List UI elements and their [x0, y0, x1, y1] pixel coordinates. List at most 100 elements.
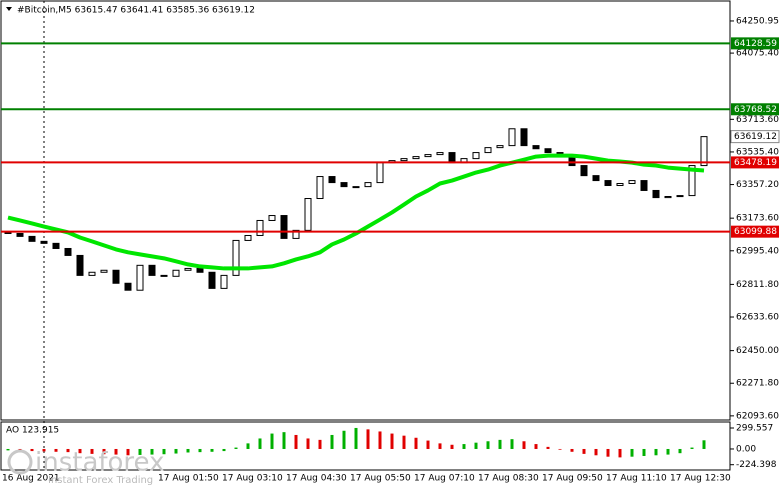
candle-body [28, 235, 36, 242]
candle-body [484, 147, 492, 154]
candle-body [220, 274, 228, 289]
candle-body [88, 271, 96, 276]
ao-bar [618, 448, 622, 458]
candle-body [256, 219, 264, 236]
candle-body [364, 182, 372, 188]
ao-bar [186, 448, 190, 453]
ao-bar [702, 440, 706, 449]
ao-bar [426, 440, 430, 449]
candle-body [472, 152, 480, 160]
candle-body [688, 165, 696, 197]
candle-body [148, 264, 156, 276]
y-tick-label: 62093.60 [736, 411, 779, 421]
ao-bar [354, 427, 358, 449]
y-tick-label: 63713.60 [736, 115, 779, 125]
candle-body [400, 158, 408, 162]
candle-body [592, 175, 600, 182]
x-tick-label: 16 Aug 2021 [2, 474, 60, 484]
ao-bar [270, 433, 274, 449]
ao-bar [318, 439, 322, 449]
ao-bar [30, 448, 34, 452]
candle-body [16, 232, 24, 237]
x-tick-label: 17 Aug 03:10 [222, 474, 283, 484]
watermark: instaforex Instant Forex Trading [7, 448, 164, 486]
y-tick-label: 62271.80 [736, 379, 779, 389]
ao-bar [282, 432, 286, 449]
ao-bar [294, 434, 298, 449]
candle-body [580, 165, 588, 177]
watermark-brand: instaforex [35, 448, 164, 478]
level-label-box [731, 103, 779, 116]
ao-bar [606, 448, 610, 457]
ao-bar [678, 448, 682, 454]
ao-bar [174, 448, 178, 454]
y-tick-label: 62995.40 [736, 246, 779, 256]
ao-label: AO 123.915 [6, 426, 59, 436]
ao-bar [570, 448, 574, 452]
candle-body [40, 240, 48, 244]
ao-bar [6, 448, 10, 451]
y-tick-label: 62450.00 [736, 346, 779, 356]
candle-body [340, 182, 348, 188]
ao-bar [378, 431, 382, 449]
ao-bar [138, 448, 142, 455]
y-tick-label: 0.00 [736, 444, 756, 454]
candle-body [628, 180, 636, 185]
candle-body [124, 282, 132, 291]
level-label: 64128.59 [734, 39, 777, 49]
chart-title: #Bitcoin,M5 63615.47 63641.41 63585.36 6… [17, 6, 255, 16]
ao-bar [342, 430, 346, 449]
candle-body [532, 145, 540, 150]
ao-bar [498, 439, 502, 449]
candle-body [196, 267, 204, 273]
ao-bar [366, 429, 370, 449]
ao-bar [402, 435, 406, 449]
y-tick-label: 62633.60 [736, 313, 779, 323]
candle-body [700, 136, 708, 167]
candle-body [304, 198, 312, 231]
candle-body [652, 189, 660, 199]
candle-body [184, 267, 192, 271]
candle-body [160, 274, 168, 277]
candle-body [568, 156, 576, 167]
ao-bar [654, 448, 658, 456]
candle-body [64, 247, 72, 256]
candle-body [508, 128, 516, 147]
watermark-logo [7, 449, 33, 475]
ao-bar [414, 437, 418, 449]
candle-body [544, 148, 552, 154]
ao-bar [594, 448, 598, 456]
ao-bar [258, 438, 262, 449]
y-tick-label: 63535.40 [736, 147, 779, 157]
ao-bar [66, 448, 70, 453]
ao-bar [54, 448, 58, 452]
candle-body [328, 176, 336, 184]
candle-body [316, 176, 324, 200]
candle-body [292, 229, 300, 239]
price-panel-frame [0, 0, 731, 421]
candle-body [604, 180, 612, 187]
x-tick-label: 17 Aug 04:30 [286, 474, 347, 484]
menu-triangle [6, 7, 12, 11]
ao-bar [474, 442, 478, 449]
ao-bar [666, 448, 670, 455]
ao-bar [522, 441, 526, 449]
candle-body [496, 145, 504, 149]
level-label: 63099.88 [734, 227, 777, 237]
ao-bar [630, 448, 634, 457]
candle-body [112, 269, 120, 284]
y-tick-label: 63357.20 [736, 180, 779, 190]
ao-bar [642, 448, 646, 456]
y-tick-label: 64075.40 [736, 49, 779, 59]
y-tick-label: 299.557 [736, 423, 773, 433]
candle-body [268, 215, 276, 221]
x-tick-label: 17 Aug 05:50 [350, 474, 411, 484]
candle-body [208, 271, 216, 289]
y-tick-label: -224.398 [736, 460, 777, 470]
candle-body [424, 154, 432, 158]
y-tick-label: 62811.80 [736, 280, 779, 290]
x-tick-label: 17 Aug 12:30 [670, 474, 731, 484]
ao-bar [126, 448, 130, 456]
level-label: 63768.52 [734, 105, 777, 115]
